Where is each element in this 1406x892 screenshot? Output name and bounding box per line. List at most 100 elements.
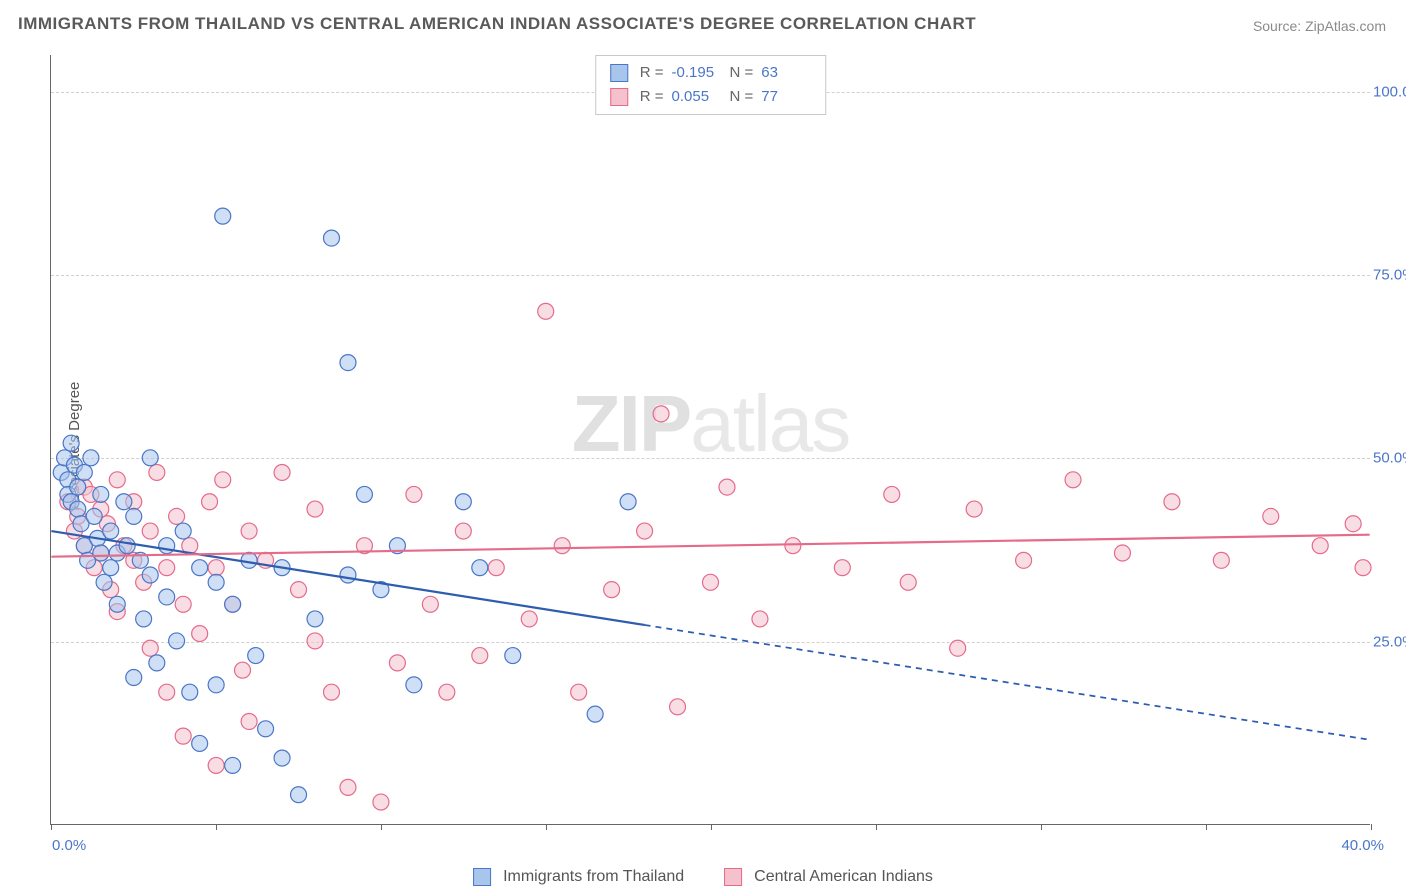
data-point bbox=[208, 574, 224, 590]
data-point bbox=[637, 523, 653, 539]
data-point bbox=[119, 538, 135, 554]
x-tick bbox=[51, 824, 52, 830]
data-point bbox=[103, 523, 119, 539]
data-point bbox=[406, 677, 422, 693]
plot-area: ZIPatlas 25.0%50.0%75.0%100.0% R = -0.19… bbox=[50, 55, 1370, 825]
n-value-central-american: 77 bbox=[761, 85, 811, 109]
n-label: N = bbox=[730, 85, 754, 109]
data-point bbox=[215, 208, 231, 224]
x-tick bbox=[711, 824, 712, 830]
data-point bbox=[274, 464, 290, 480]
data-point bbox=[93, 545, 109, 561]
legend-label-central-american: Central American Indians bbox=[754, 868, 933, 886]
data-point bbox=[719, 479, 735, 495]
data-point bbox=[785, 538, 801, 554]
data-point bbox=[175, 596, 191, 612]
x-tick bbox=[381, 824, 382, 830]
data-point bbox=[70, 501, 86, 517]
swatch-central-american bbox=[724, 868, 742, 886]
data-point bbox=[136, 611, 152, 627]
data-point bbox=[340, 779, 356, 795]
data-point bbox=[192, 560, 208, 576]
legend-item-thailand: Immigrants from Thailand bbox=[473, 868, 684, 886]
x-axis-max-label: 40.0% bbox=[1341, 837, 1384, 854]
n-value-thailand: 63 bbox=[761, 61, 811, 85]
swatch-thailand bbox=[610, 64, 628, 82]
data-point bbox=[142, 523, 158, 539]
data-point bbox=[538, 303, 554, 319]
data-point bbox=[291, 787, 307, 803]
data-point bbox=[1016, 552, 1032, 568]
data-point bbox=[116, 494, 132, 510]
data-point bbox=[149, 655, 165, 671]
scatter-svg bbox=[51, 55, 1370, 824]
data-point bbox=[324, 230, 340, 246]
data-point bbox=[63, 435, 79, 451]
data-point bbox=[208, 757, 224, 773]
trend-line-extrapolated bbox=[645, 625, 1370, 740]
data-point bbox=[472, 648, 488, 664]
data-point bbox=[884, 486, 900, 502]
data-point bbox=[356, 486, 372, 502]
legend-label-thailand: Immigrants from Thailand bbox=[503, 868, 684, 886]
x-tick bbox=[1371, 824, 1372, 830]
data-point bbox=[307, 501, 323, 517]
data-point bbox=[175, 523, 191, 539]
data-point bbox=[703, 574, 719, 590]
data-point bbox=[1164, 494, 1180, 510]
data-point bbox=[373, 794, 389, 810]
data-point bbox=[834, 560, 850, 576]
data-point bbox=[653, 406, 669, 422]
data-point bbox=[169, 508, 185, 524]
data-point bbox=[149, 464, 165, 480]
data-point bbox=[966, 501, 982, 517]
data-point bbox=[208, 560, 224, 576]
legend-item-central-american: Central American Indians bbox=[724, 868, 933, 886]
x-tick bbox=[876, 824, 877, 830]
data-point bbox=[142, 567, 158, 583]
data-point bbox=[241, 713, 257, 729]
chart-title: IMMIGRANTS FROM THAILAND VS CENTRAL AMER… bbox=[18, 14, 976, 34]
y-tick-label: 25.0% bbox=[1373, 633, 1406, 650]
data-point bbox=[225, 757, 241, 773]
data-point bbox=[554, 538, 570, 554]
bottom-legend: Immigrants from Thailand Central America… bbox=[473, 868, 933, 886]
data-point bbox=[225, 596, 241, 612]
x-axis-min-label: 0.0% bbox=[52, 837, 86, 854]
y-tick-label: 100.0% bbox=[1373, 83, 1406, 100]
data-point bbox=[571, 684, 587, 700]
data-point bbox=[1213, 552, 1229, 568]
data-point bbox=[258, 721, 274, 737]
data-point bbox=[182, 684, 198, 700]
data-point bbox=[76, 464, 92, 480]
data-point bbox=[307, 633, 323, 649]
swatch-central-american bbox=[610, 88, 628, 106]
data-point bbox=[1355, 560, 1371, 576]
data-point bbox=[521, 611, 537, 627]
data-point bbox=[192, 735, 208, 751]
data-point bbox=[241, 552, 257, 568]
data-point bbox=[455, 494, 471, 510]
data-point bbox=[208, 677, 224, 693]
data-point bbox=[406, 486, 422, 502]
data-point bbox=[324, 684, 340, 700]
data-point bbox=[1263, 508, 1279, 524]
swatch-thailand bbox=[473, 868, 491, 886]
r-value-thailand: -0.195 bbox=[672, 61, 722, 85]
data-point bbox=[1065, 472, 1081, 488]
source-label: Source: bbox=[1253, 18, 1305, 34]
data-point bbox=[235, 662, 251, 678]
data-point bbox=[109, 596, 125, 612]
data-point bbox=[109, 472, 125, 488]
stats-row-central-american: R = 0.055 N = 77 bbox=[610, 85, 812, 109]
data-point bbox=[950, 640, 966, 656]
data-point bbox=[620, 494, 636, 510]
source-attribution: Source: ZipAtlas.com bbox=[1253, 18, 1386, 34]
data-point bbox=[159, 589, 175, 605]
data-point bbox=[93, 486, 109, 502]
data-point bbox=[291, 582, 307, 598]
data-point bbox=[1345, 516, 1361, 532]
data-point bbox=[389, 655, 405, 671]
data-point bbox=[1312, 538, 1328, 554]
data-point bbox=[215, 472, 231, 488]
